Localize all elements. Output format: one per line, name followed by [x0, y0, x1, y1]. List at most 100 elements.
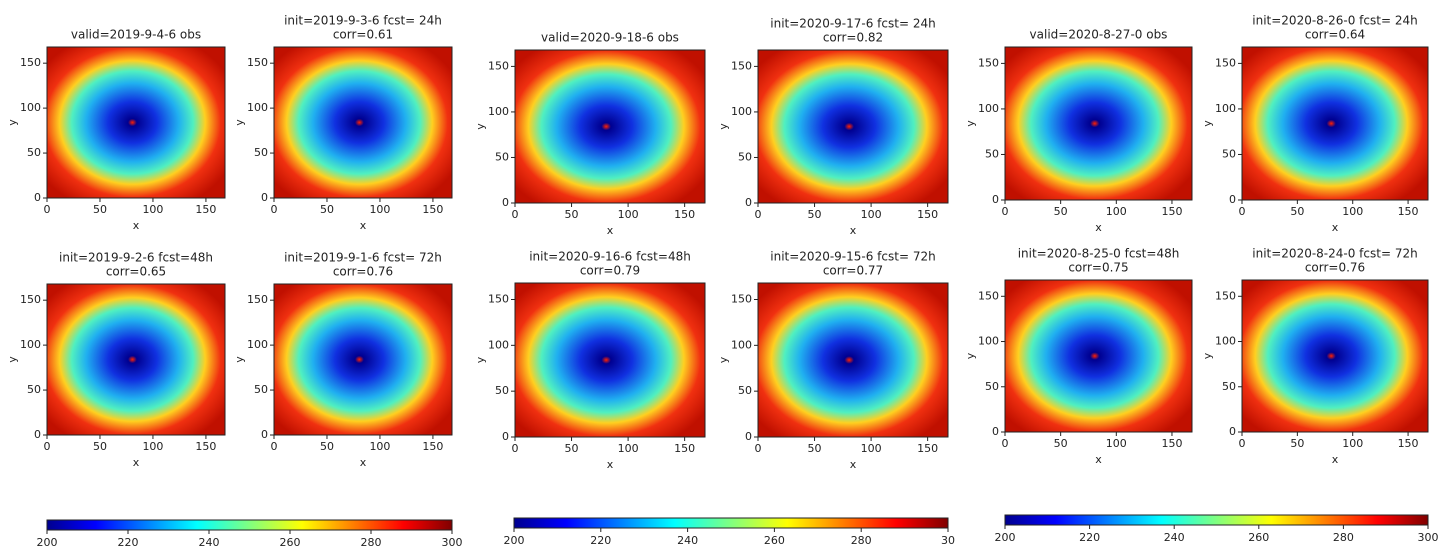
x-tick-label: 0	[1239, 205, 1246, 218]
y-axis-label: y	[964, 352, 977, 359]
x-axis-label: x	[850, 458, 857, 471]
y-tick-label: 50	[254, 383, 268, 396]
y-tick-label: 50	[738, 150, 752, 163]
heatmap-image	[758, 283, 948, 437]
x-tick-label: 100	[861, 208, 882, 221]
colorbar-tick-label: 200	[504, 534, 525, 547]
y-tick-label: 100	[978, 102, 999, 115]
panel-subtitle: corr=0.75	[1068, 261, 1128, 275]
y-tick-label: 100	[731, 338, 752, 351]
y-tick-label: 100	[1215, 335, 1236, 348]
x-tick-label: 100	[1342, 437, 1363, 450]
y-tick-label: 150	[488, 59, 509, 72]
y-tick-label: 150	[20, 56, 41, 69]
x-tick-label: 0	[44, 203, 51, 216]
y-tick-label: 0	[1229, 193, 1236, 206]
y-tick-label: 150	[488, 293, 509, 306]
y-tick-label: 150	[247, 293, 268, 306]
colorbar-tick-label: 240	[199, 536, 220, 548]
y-tick-label: 150	[731, 293, 752, 306]
panel-title: init=2019-9-3-6 fcst= 24h	[284, 14, 442, 28]
y-tick-label: 100	[731, 105, 752, 118]
x-tick-label: 150	[422, 440, 443, 453]
x-tick-label: 150	[1398, 437, 1419, 450]
x-tick-label: 150	[422, 203, 443, 216]
x-tick-label: 50	[93, 440, 107, 453]
x-axis-label: x	[850, 224, 857, 237]
colorbar-tick-label: 220	[590, 534, 611, 547]
y-tick-label: 100	[247, 338, 268, 351]
colorbar-tick-label: 240	[677, 534, 698, 547]
x-axis-label: x	[1332, 221, 1339, 234]
x-tick-label: 100	[1342, 205, 1363, 218]
panel-title: init=2019-9-1-6 fcst= 72h	[284, 251, 442, 265]
panel-subtitle: corr=0.77	[823, 264, 883, 278]
x-tick-label: 100	[618, 442, 639, 455]
y-tick-label: 150	[247, 56, 268, 69]
panel-title: valid=2020-8-27-0 obs	[1030, 28, 1168, 42]
x-tick-label: 50	[320, 440, 334, 453]
x-tick-label: 100	[142, 203, 163, 216]
y-axis-label: y	[717, 123, 730, 130]
panel-title: init=2020-9-17-6 fcst= 24h	[770, 17, 935, 31]
x-tick-label: 0	[1002, 205, 1009, 218]
x-tick-label: 50	[1290, 437, 1304, 450]
x-tick-label: 150	[674, 442, 695, 455]
x-tick-label: 50	[1290, 205, 1304, 218]
x-tick-label: 50	[1054, 205, 1068, 218]
colorbar	[1005, 515, 1428, 525]
y-tick-label: 100	[1215, 102, 1236, 115]
y-tick-label: 50	[254, 146, 268, 159]
y-tick-label: 0	[34, 428, 41, 441]
panel-subtitle: corr=0.61	[333, 28, 393, 42]
x-tick-label: 0	[755, 442, 762, 455]
panel-title: init=2020-9-16-6 fcst=48h	[529, 250, 691, 264]
x-tick-label: 0	[512, 442, 519, 455]
x-tick-label: 150	[674, 208, 695, 221]
x-tick-label: 50	[808, 442, 822, 455]
x-tick-label: 50	[1054, 437, 1068, 450]
x-tick-label: 0	[1239, 437, 1246, 450]
x-tick-label: 150	[1398, 205, 1419, 218]
y-tick-label: 0	[34, 191, 41, 204]
y-axis-label: y	[233, 356, 246, 363]
colorbar-tick-label: 220	[118, 536, 139, 548]
colorbar-tick-label: 200	[37, 536, 58, 548]
y-tick-label: 50	[495, 384, 509, 397]
x-tick-label: 0	[512, 208, 519, 221]
x-axis-label: x	[1095, 221, 1102, 234]
y-tick-label: 100	[488, 338, 509, 351]
colorbar-tick-label: 200	[995, 531, 1016, 544]
y-tick-label: 150	[978, 56, 999, 69]
figure: valid=2019-9-4-6 obs050100150050100150xy…	[0, 0, 1449, 548]
x-axis-label: x	[133, 456, 140, 469]
panel-title: valid=2020-9-18-6 obs	[541, 31, 679, 45]
y-axis-label: y	[6, 356, 19, 363]
y-tick-label: 150	[1215, 289, 1236, 302]
y-tick-label: 0	[992, 425, 999, 438]
y-axis-label: y	[964, 120, 977, 127]
y-tick-label: 150	[731, 59, 752, 72]
panel-subtitle: corr=0.76	[333, 265, 393, 279]
y-tick-label: 50	[985, 380, 999, 393]
y-tick-label: 100	[978, 335, 999, 348]
heatmap-image	[758, 50, 948, 203]
colorbar-tick-label: 280	[361, 536, 382, 548]
colorbar	[514, 518, 948, 528]
y-tick-label: 0	[745, 196, 752, 209]
x-tick-label: 50	[93, 203, 107, 216]
x-tick-label: 100	[618, 208, 639, 221]
y-tick-label: 100	[20, 101, 41, 114]
colorbar-tick-label: 280	[1333, 531, 1354, 544]
x-tick-label: 50	[565, 442, 579, 455]
panel-title: init=2020-9-15-6 fcst= 72h	[770, 250, 935, 264]
y-axis-label: y	[474, 123, 487, 130]
x-tick-label: 0	[271, 440, 278, 453]
x-tick-label: 0	[1002, 437, 1009, 450]
panel-subtitle: corr=0.79	[580, 264, 640, 278]
y-tick-label: 50	[27, 146, 41, 159]
panel-subtitle: corr=0.64	[1305, 28, 1365, 42]
heatmap-image	[1242, 280, 1428, 432]
heatmap-image	[47, 284, 225, 435]
heatmap-image	[274, 284, 452, 435]
